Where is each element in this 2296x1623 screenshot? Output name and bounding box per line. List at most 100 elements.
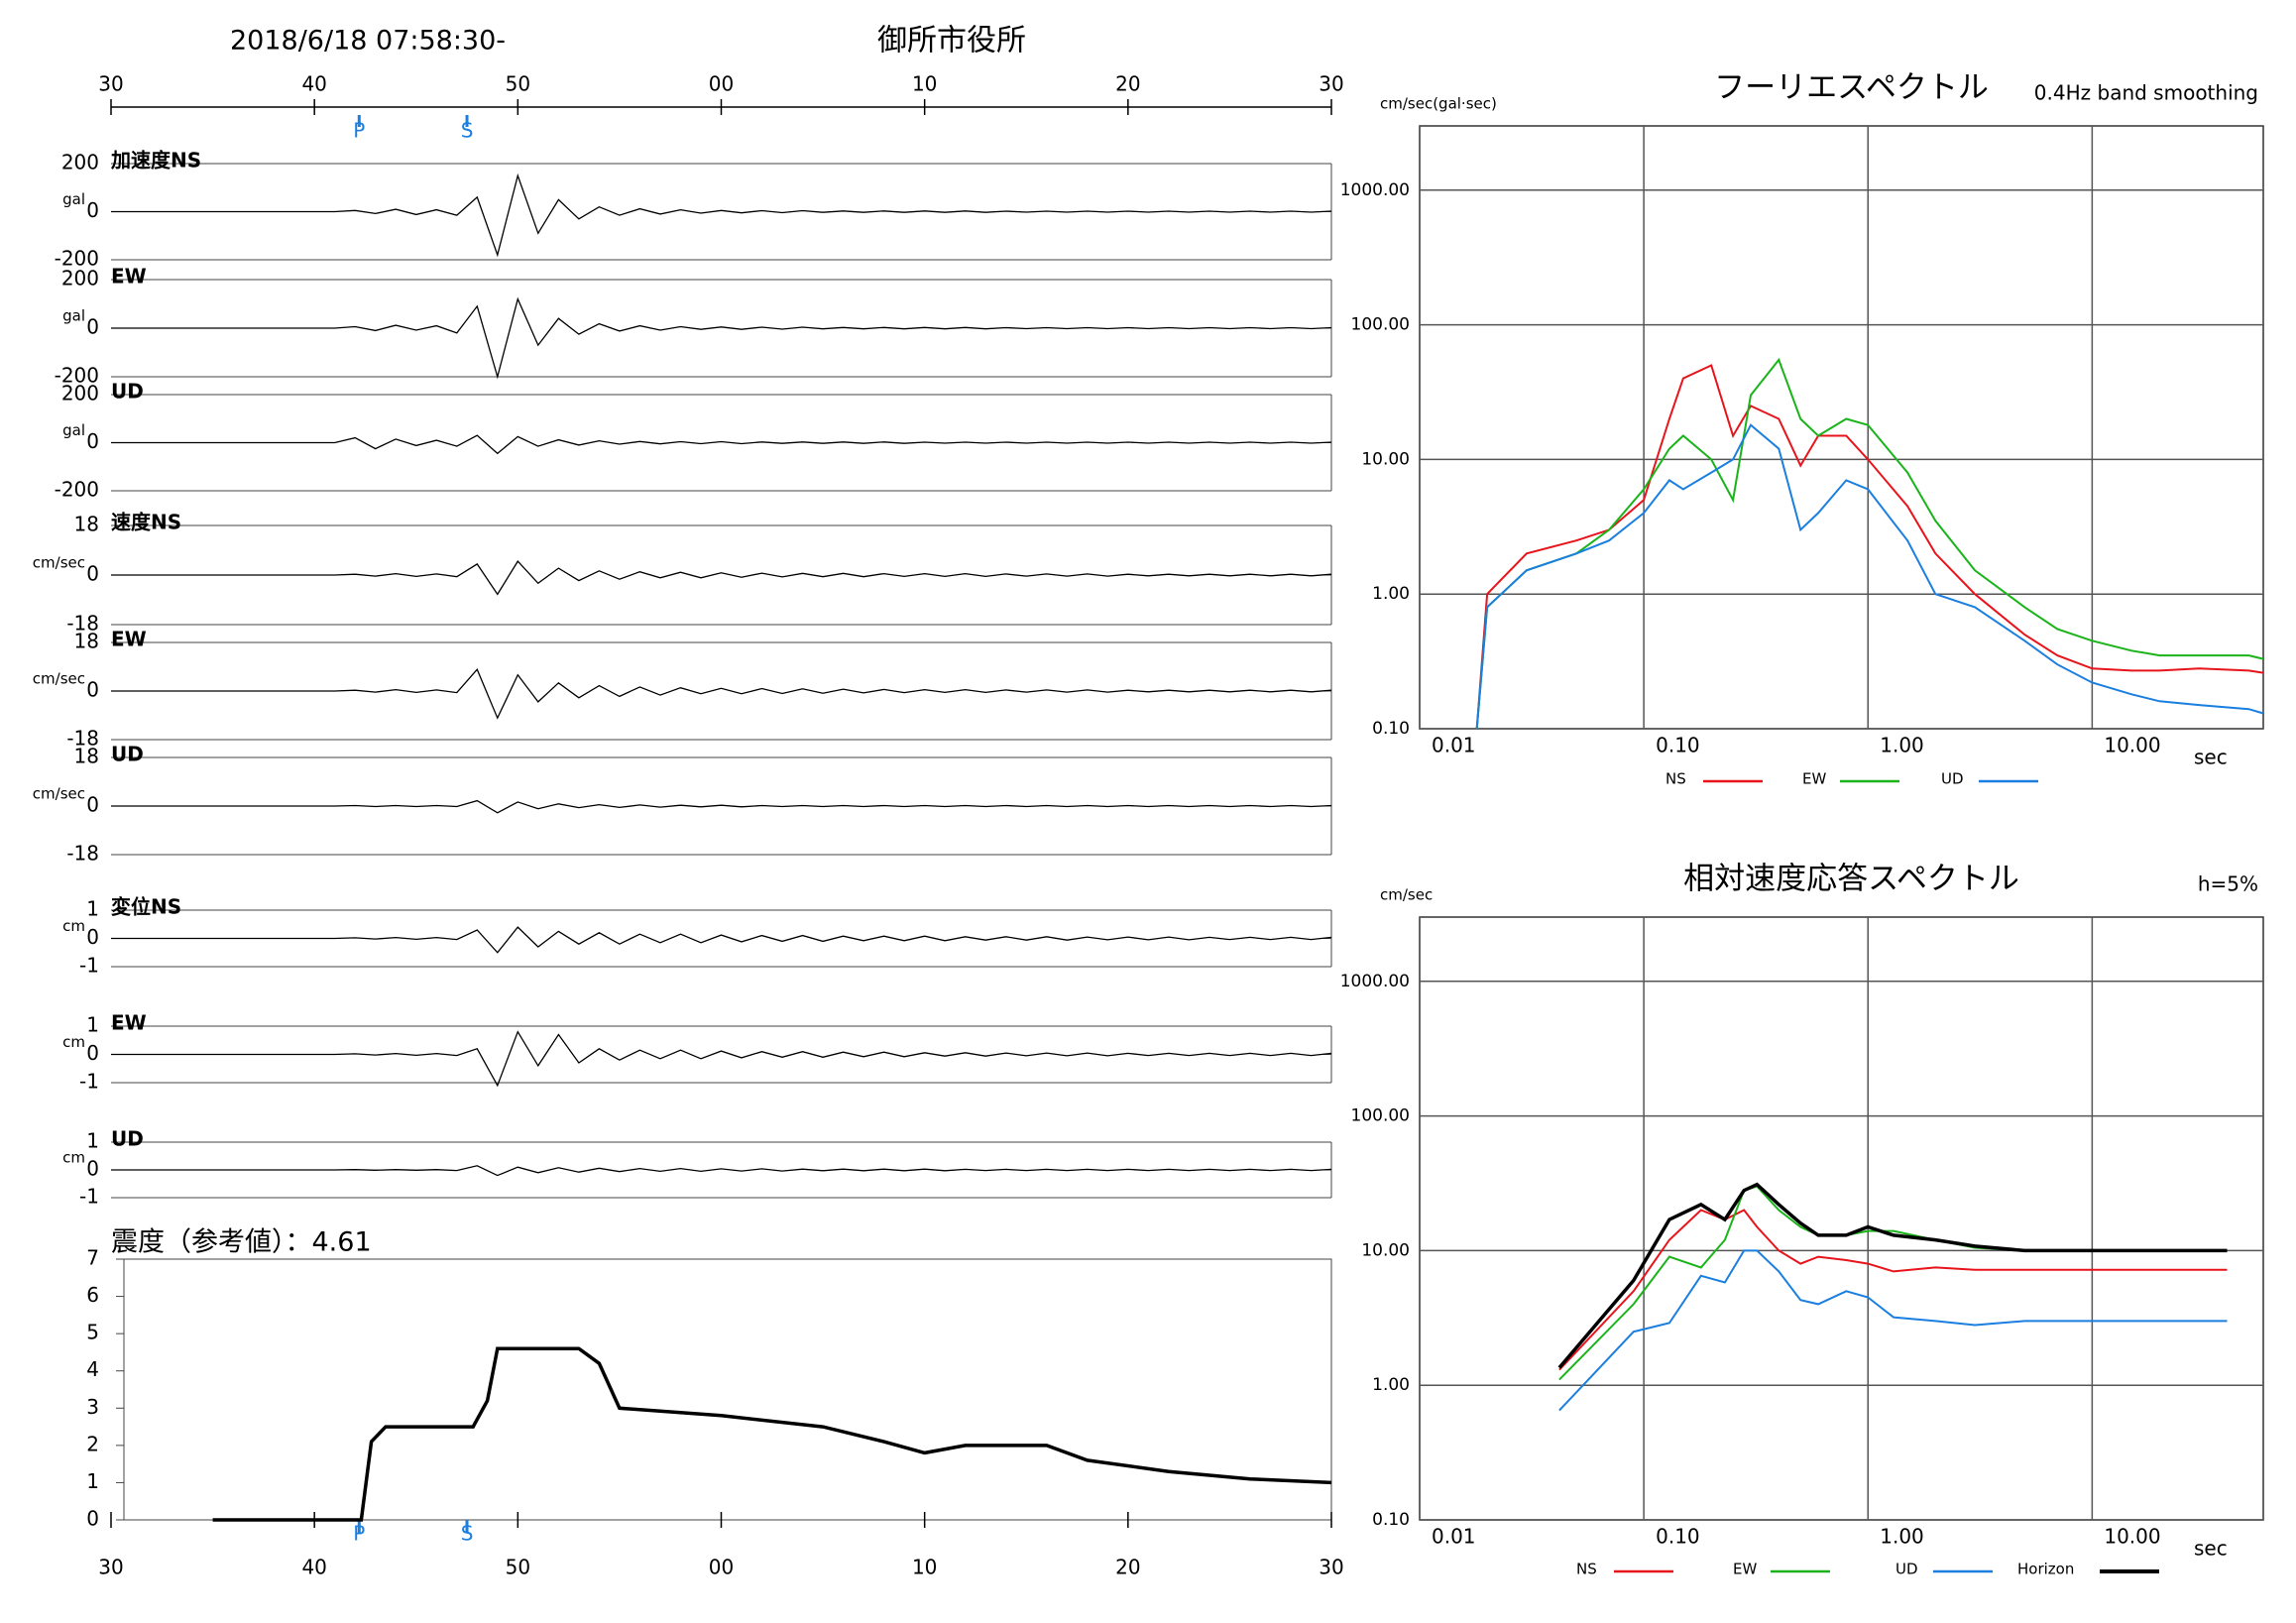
y-tick-label: 2	[86, 1432, 99, 1455]
y-tick-label: 0	[86, 925, 99, 949]
waveform-trace	[111, 1030, 1332, 1088]
unit-label: gal	[62, 421, 85, 439]
panel-label: EW	[111, 265, 147, 289]
y-tick-label: 0	[86, 1157, 99, 1181]
x-tick-label: 0.10	[1656, 1525, 1700, 1549]
x-tick-label: 40	[301, 72, 326, 96]
y-tick-label: 6	[86, 1283, 99, 1307]
y-tick-label: -18	[66, 612, 99, 636]
intensity-line	[212, 1346, 1332, 1522]
waveform-trace	[111, 296, 1332, 380]
y-tick-label: 1	[86, 1129, 99, 1153]
y-tick-label: 0	[86, 1507, 99, 1531]
y-tick-label: 1	[86, 1469, 99, 1493]
y-tick-label: 3	[86, 1395, 99, 1419]
x-tick-label: 40	[301, 1556, 326, 1579]
legend-label: UD	[1941, 770, 1964, 788]
spectrum-line	[1475, 423, 2264, 730]
phase-label: P	[353, 1522, 365, 1546]
x-axis-label: sec	[2194, 1537, 2228, 1561]
legend-label: EW	[1733, 1561, 1757, 1578]
y-tick-label: 5	[86, 1321, 99, 1344]
panel-label: 変位NS	[111, 895, 181, 919]
unit-label: cm/sec	[33, 670, 85, 688]
panel-label: EW	[111, 1011, 147, 1035]
y-tick-label: 1.00	[1372, 584, 1410, 604]
panel-label: UD	[111, 380, 144, 404]
panel-label: EW	[111, 628, 147, 651]
x-tick-label: 00	[709, 72, 734, 96]
plot-frame	[123, 1258, 1332, 1521]
y-axis-label: cm/sec	[1380, 886, 1433, 904]
x-axis-label: sec	[2194, 746, 2228, 769]
unit-label: cm/sec	[33, 785, 85, 803]
phase-label: S	[461, 1522, 474, 1546]
chart-subtitle: 0.4Hz band smoothing	[2034, 81, 2258, 105]
chart-title: 震度（参考値）：4.61	[111, 1227, 372, 1258]
x-tick-label: 10.00	[2104, 734, 2160, 757]
x-tick-label: 30	[1319, 1556, 1343, 1579]
panel-label: 速度NS	[111, 511, 181, 534]
unit-label: cm	[62, 1033, 85, 1051]
waveform-trace	[111, 560, 1332, 596]
waveform-trace	[111, 173, 1332, 258]
y-tick-label: 200	[61, 151, 99, 174]
y-tick-label: -200	[55, 247, 99, 271]
y-tick-label: 0	[86, 793, 99, 817]
y-tick-label: -200	[55, 364, 99, 388]
legend-label: UD	[1895, 1561, 1918, 1578]
y-tick-label: 1.00	[1372, 1375, 1410, 1395]
y-tick-label: -200	[55, 478, 99, 502]
x-tick-label: 0.10	[1656, 734, 1700, 757]
y-tick-label: -1	[79, 954, 99, 978]
y-tick-label: 0.10	[1372, 719, 1410, 739]
y-tick-label: 0	[86, 678, 99, 702]
chart-title: フーリエスペクトル	[1714, 70, 1989, 106]
y-tick-label: 0	[86, 429, 99, 453]
y-axis-label: cm/sec(gal·sec)	[1380, 95, 1497, 113]
y-tick-label: 200	[61, 382, 99, 406]
panel-label: UD	[111, 743, 144, 766]
y-tick-label: 1000.00	[1340, 972, 1410, 991]
x-tick-label: 10.00	[2104, 1525, 2160, 1549]
station-name: 御所市役所	[877, 24, 1026, 58]
y-tick-label: -1	[79, 1185, 99, 1209]
y-tick-label: 0	[86, 198, 99, 222]
x-tick-label: 1.00	[1880, 734, 1924, 757]
y-tick-label: 200	[61, 267, 99, 290]
y-tick-label: 0.10	[1372, 1510, 1410, 1530]
y-tick-label: 1000.00	[1340, 180, 1410, 200]
unit-label: gal	[62, 307, 85, 325]
waveform-trace	[111, 799, 1332, 814]
waveform-trace	[111, 667, 1332, 720]
unit-label: cm	[62, 1149, 85, 1167]
y-tick-label: -18	[66, 727, 99, 751]
x-tick-label: 10	[912, 1556, 937, 1579]
spectrum-line	[1475, 357, 2264, 730]
plot-frame	[1419, 125, 2264, 730]
phase-label: S	[461, 119, 474, 143]
y-tick-label: 1	[86, 897, 99, 921]
x-tick-label: 30	[98, 1556, 123, 1579]
x-tick-label: 00	[709, 1556, 734, 1579]
legend-label: Horizon	[2017, 1561, 2074, 1578]
y-tick-label: 0	[86, 315, 99, 339]
y-tick-label: 18	[74, 513, 99, 536]
legend-label: NS	[1665, 770, 1686, 788]
x-tick-label: 50	[506, 72, 530, 96]
phase-label: P	[353, 119, 365, 143]
unit-label: cm	[62, 917, 85, 935]
unit-label: cm/sec	[33, 554, 85, 572]
y-tick-label: -1	[79, 1070, 99, 1094]
x-tick-label: 30	[98, 72, 123, 96]
legend-label: EW	[1802, 770, 1826, 788]
y-tick-label: 0	[86, 562, 99, 586]
unit-label: gal	[62, 190, 85, 208]
waveform-trace	[111, 434, 1332, 455]
y-tick-label: -18	[66, 842, 99, 866]
x-tick-label: 20	[1115, 1556, 1140, 1579]
spectrum-line	[1558, 1209, 2228, 1371]
x-tick-label: 10	[912, 72, 937, 96]
plot-frame	[1419, 916, 2264, 1521]
